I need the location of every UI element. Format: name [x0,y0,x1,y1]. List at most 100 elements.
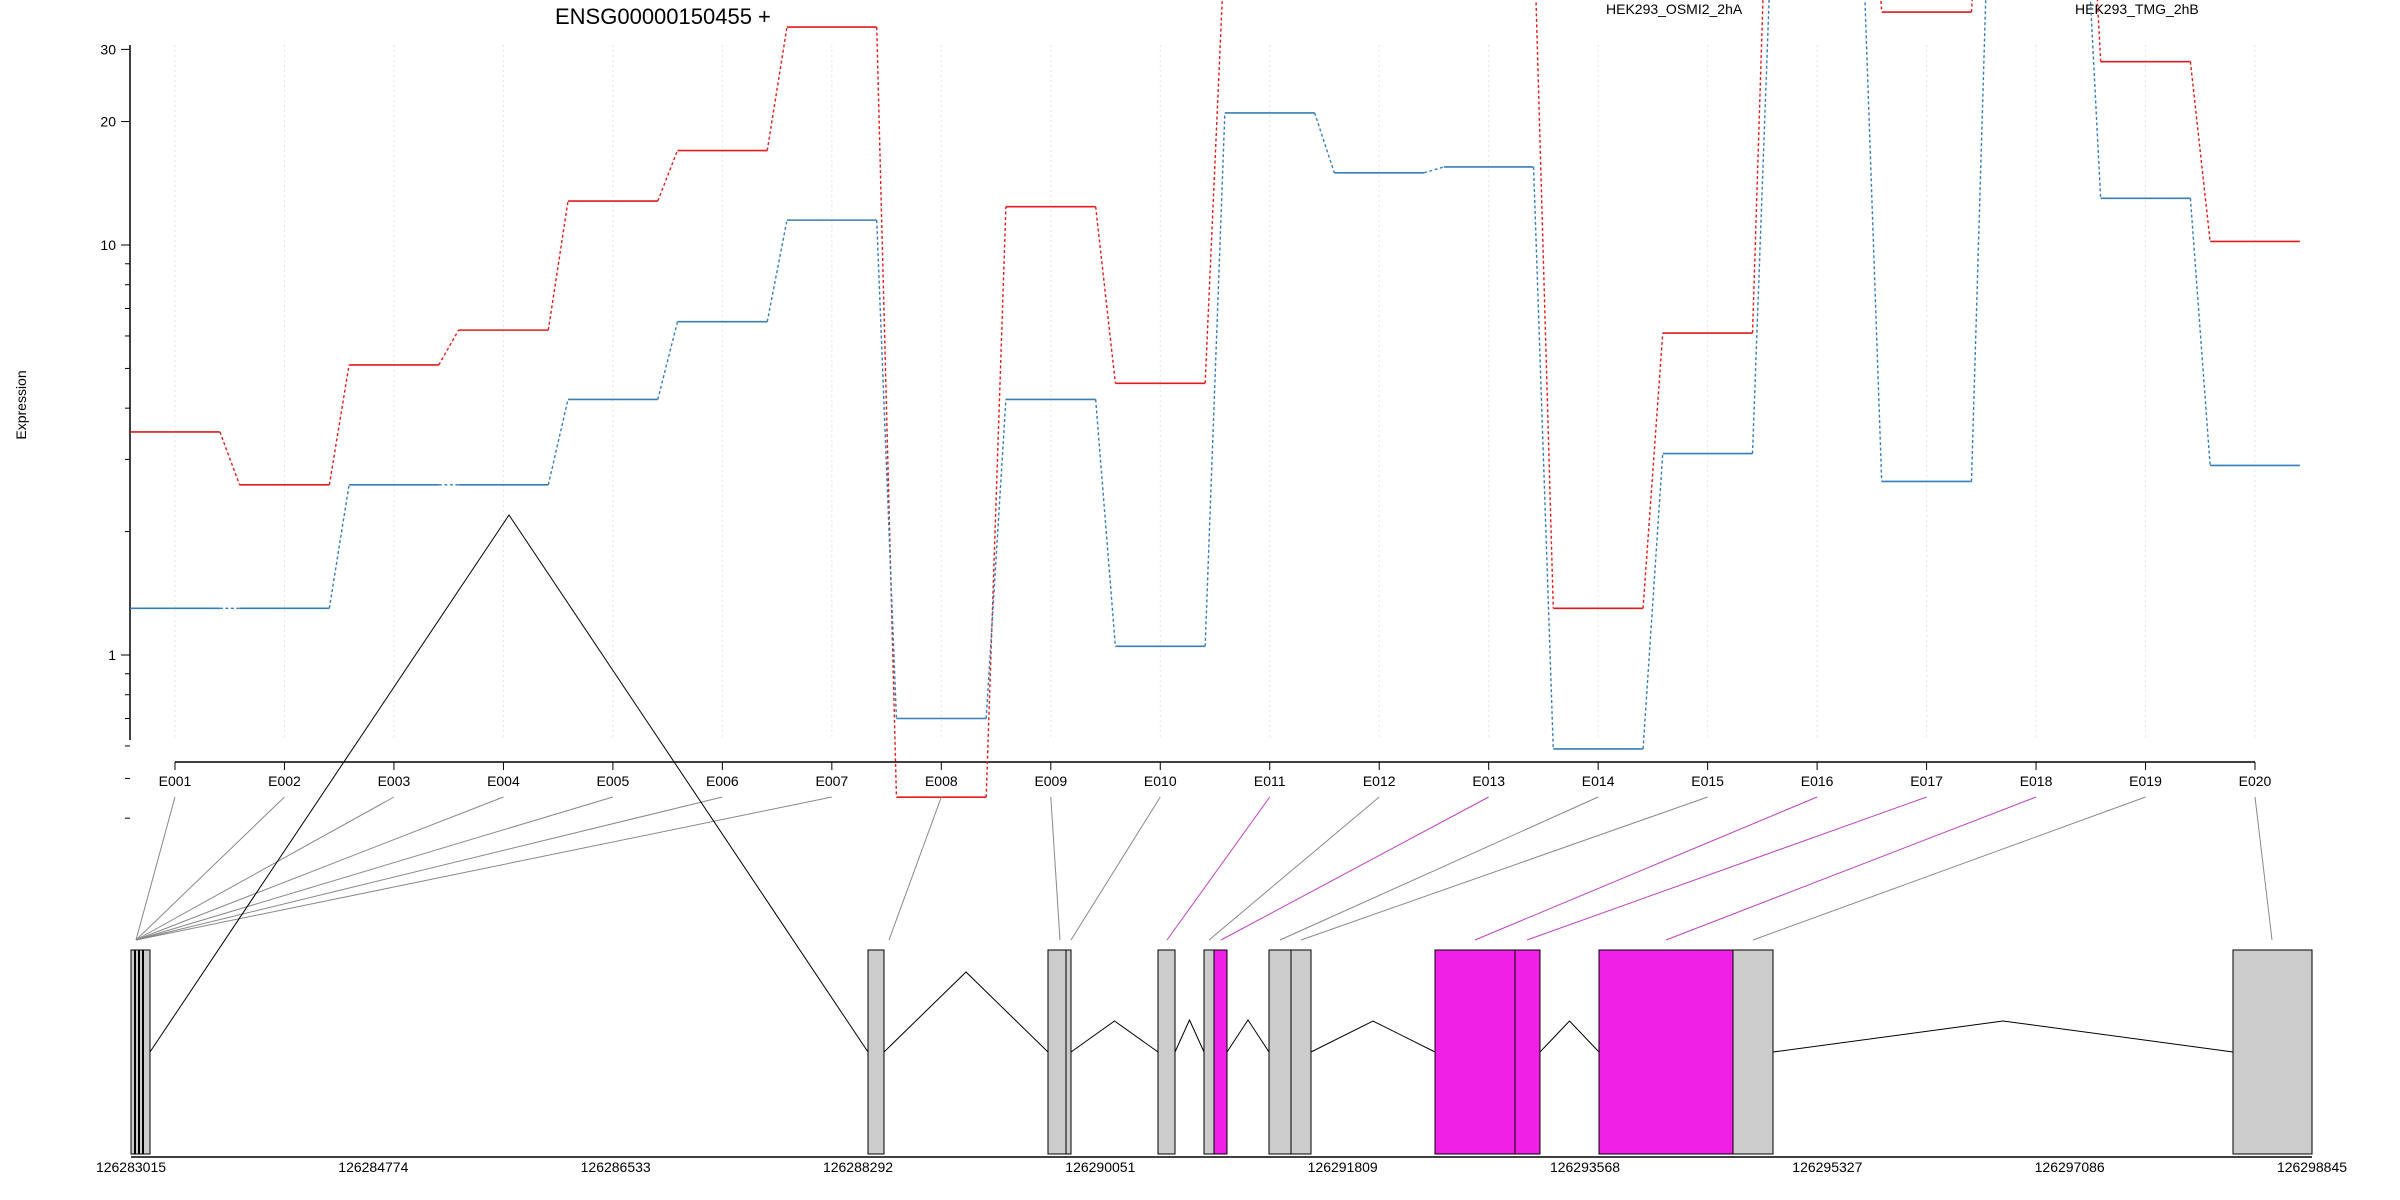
series-2 [130,0,2300,750]
series-2-connector-E019 [2189,198,2211,466]
series-2-connector-E004 [547,399,569,486]
series-1-connector-E005 [657,150,679,202]
series-2-connector-E017 [1970,0,1987,482]
genomic-tick-label-126286533: 126286533 [581,1159,651,1175]
gene-model [130,514,2313,1155]
series-2-connector-E015 [1751,0,1770,454]
exon-box-3 [1047,949,1067,1155]
exon-box-12 [1598,949,1734,1155]
x-tick-label-E014: E014 [1582,773,1615,789]
intron-5 [1226,1019,1270,1053]
exon-box-4 [1065,949,1072,1155]
x-tick-label-E005: E005 [597,773,630,789]
intron-6 [1310,1020,1436,1053]
x-tick-label-E016: E016 [1801,773,1834,789]
x-tick-label-E018: E018 [2020,773,2053,789]
exon-box-6 [1203,949,1215,1155]
x-tick-label-E007: E007 [815,773,848,789]
series-1-connector-E006 [766,26,788,151]
series-2-connector-E016 [1864,0,1883,482]
connector-E001 [135,796,176,941]
series-1-connector-E010 [1204,0,1223,384]
x-tick-label-E020: E020 [2239,773,2272,789]
connector-E013 [1220,796,1489,941]
series-2-connector-E005 [657,321,679,400]
connector-E005 [135,796,614,941]
connector-E008 [888,796,942,941]
connector-E019 [1752,796,2146,941]
connector-E017 [1526,796,1927,941]
legend-entry-osmi2: HEK293_OSMI2_2hA [1606,1,1743,17]
genomic-tick-label-126297086: 126297086 [2035,1159,2105,1175]
series-1 [130,0,2300,798]
intron-8 [1772,1020,2234,1053]
series-1-connector-E009 [1094,206,1117,384]
x-tick-label-E013: E013 [1472,773,1505,789]
x-tick-label-E010: E010 [1144,773,1177,789]
series-1-connector-E003 [438,329,460,366]
exon-box-9 [1290,949,1312,1155]
series-1-connector-E015 [1751,0,1764,334]
genomic-tick-label-126284774: 126284774 [338,1159,408,1175]
legend-entry-tmg: HEK293_TMG_2hB [2075,1,2199,17]
connector-E015 [1300,796,1708,941]
connector-E006 [135,796,723,941]
x-tick-label-E019: E019 [2129,773,2162,789]
series-2-connector-E018 [2089,0,2102,199]
series-2-connector-E009 [1094,399,1117,647]
series-2-connector-E007 [876,220,898,719]
x-tick-label-E015: E015 [1691,773,1724,789]
connector-E014 [1279,796,1599,941]
exon-box-1 [130,949,151,1155]
y-tick-label-1: 1 [108,647,116,663]
chart-title: ENSG00000150455 + [555,4,771,29]
x-tick-label-E003: E003 [378,773,411,789]
y-axis: 110203050100200 [100,41,131,819]
connector-E016 [1474,796,1818,941]
y-tick-label-10: 10 [100,237,116,253]
series-1-connector-E008 [985,206,1007,798]
grid-lines [174,45,2256,740]
intron-2 [883,971,1049,1053]
y-tick-label-30: 30 [100,41,116,57]
intron-1 [149,514,869,1053]
genomic-tick-label-126291809: 126291809 [1308,1159,1378,1175]
series-2-connector-E008 [985,399,1007,719]
x-tick-label-E017: E017 [1910,773,1943,789]
series-2-connector-E013 [1532,166,1554,749]
y-tick-label-20: 20 [100,114,116,130]
plot-area [130,0,2300,798]
intron-7 [1539,1020,1600,1053]
series-1-connector-E002 [328,364,350,485]
connector-E009 [1050,796,1061,941]
connector-E018 [1665,796,2037,941]
genomic-tick-label-126290051: 126290051 [1065,1159,1135,1175]
series-2-connector-E011 [1313,112,1335,174]
genomic-tick-label-126283015: 126283015 [96,1159,166,1175]
x-tick-label-E002: E002 [268,773,301,789]
genomic-tick-label-126295327: 126295327 [1792,1159,1862,1175]
genomic-tick-label-126293568: 126293568 [1550,1159,1620,1175]
exon-box-5 [1157,949,1176,1155]
series-1-connector-E019 [2189,61,2211,242]
exon-box-11 [1514,949,1541,1155]
series-1-connector-E017 [1970,0,1973,13]
exon-box-8 [1268,949,1292,1155]
connector-E007 [135,796,832,941]
exon-box-14 [2232,949,2313,1155]
connector-E011 [1166,796,1271,941]
series-1-connector-E013 [1535,0,1554,609]
x-tick-label-E006: E006 [706,773,739,789]
connector-E012 [1208,796,1380,941]
series-2-connector-E006 [766,219,788,322]
genomic-axis: 126283015 126284774 126286533 126288292 1262… [96,1156,2347,1175]
intron-4 [1174,1018,1205,1053]
series-2-connector-E010 [1204,112,1226,647]
connector-E003 [135,796,395,941]
connector-E010 [1070,796,1161,941]
x-tick-label-E004: E004 [487,773,520,789]
series-2-connector-E014 [1642,453,1664,749]
x-tick-label-E011: E011 [1254,773,1286,789]
series-1-connector-E004 [547,200,569,331]
